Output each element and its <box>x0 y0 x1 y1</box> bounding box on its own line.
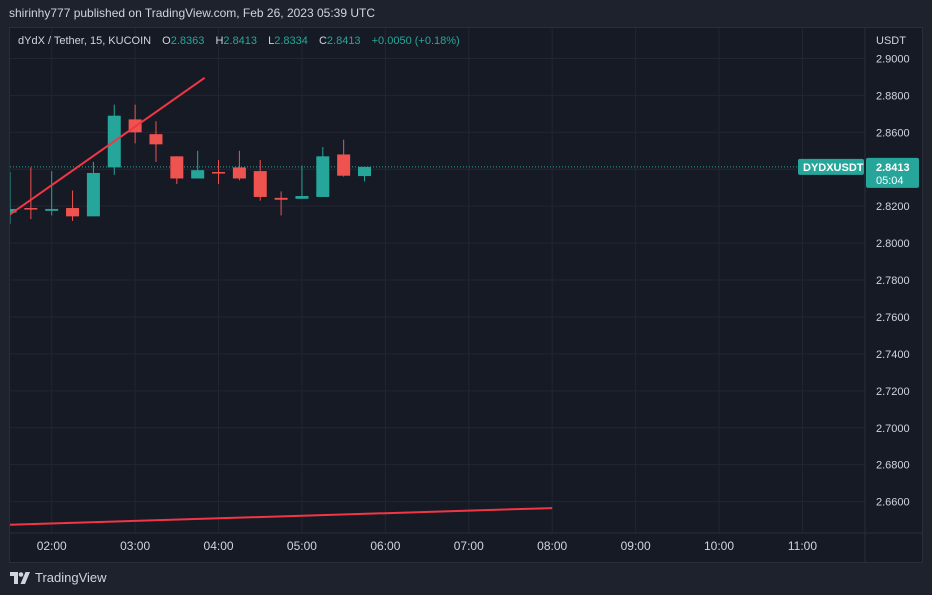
high-label: H <box>215 35 224 47</box>
candle[interactable] <box>24 167 38 220</box>
time-tick-label: 06:00 <box>370 539 400 553</box>
candle[interactable] <box>212 160 226 185</box>
candle[interactable] <box>191 150 205 179</box>
candle-body <box>45 208 59 211</box>
price-tick-label: 2.9000 <box>876 53 910 65</box>
candle-body <box>358 166 372 177</box>
publisher-line: shirinhy777 published on TradingView.com… <box>9 6 376 20</box>
tradingview-logo-icon <box>10 571 30 584</box>
candle-body <box>10 208 17 213</box>
time-tick-label: 02:00 <box>37 539 67 553</box>
candle-body <box>149 134 163 145</box>
candle[interactable] <box>149 121 163 162</box>
close-value: 2.8413 <box>326 35 361 47</box>
candle-body <box>24 208 38 210</box>
candle-body <box>86 172 100 217</box>
time-tick-label: 11:00 <box>788 539 817 553</box>
price-badge-value: 2.8413 <box>876 162 910 174</box>
candlestick-chart[interactable]: 2.6600 2.6800 2.7000 2.7200 2.7400 2.7600 2.78… <box>10 28 922 562</box>
low-label: L <box>268 35 275 47</box>
open-value: 2.8363 <box>170 35 205 47</box>
price-tick-label: 2.8000 <box>876 238 910 250</box>
candle[interactable] <box>274 191 288 216</box>
time-tick-label: 08:00 <box>537 539 567 553</box>
candle[interactable] <box>358 166 372 182</box>
price-badge-countdown: 05:04 <box>876 175 904 187</box>
trend-line[interactable] <box>10 507 553 526</box>
price-tick-label: 2.7600 <box>876 312 910 324</box>
price-tick-label: 2.8600 <box>876 127 910 139</box>
candle-body <box>274 197 288 200</box>
symbol-badge-label: DYDXUSDT <box>803 162 864 174</box>
candle[interactable] <box>295 165 309 199</box>
candle[interactable] <box>86 161 100 217</box>
candle-body <box>66 208 80 217</box>
footer-brand[interactable]: TradingView <box>10 570 107 585</box>
symbol-line[interactable]: dYdX / Tether, 15, KUCOIN <box>18 35 152 47</box>
time-tick-label: 10:00 <box>704 539 734 553</box>
trend-line[interactable] <box>10 77 206 216</box>
time-axis: 02:00 03:00 04:00 05:00 06:00 07:00 08:00 09:00… <box>37 539 818 553</box>
price-tick-label: 2.7200 <box>876 386 910 398</box>
candle[interactable] <box>253 160 267 201</box>
symbol-legend: dYdX / Tether, 15, KUCOIN O2.8363 H2.841… <box>18 35 460 47</box>
time-tick-label: 03:00 <box>120 539 150 553</box>
time-tick-label: 04:00 <box>204 539 234 553</box>
time-tick-label: 07:00 <box>454 539 484 553</box>
price-tick-label: 2.6800 <box>876 460 910 472</box>
candle[interactable] <box>107 104 121 175</box>
price-badges: DYDXUSDT 2.8413 05:04 <box>798 157 919 188</box>
candle[interactable] <box>232 150 246 181</box>
price-axis: 2.6600 2.6800 2.7000 2.7200 2.7400 2.7600 2.78… <box>876 53 910 508</box>
candle[interactable] <box>45 171 59 216</box>
price-badge <box>866 157 919 188</box>
price-tick-label: 2.7000 <box>876 423 910 435</box>
candle-body <box>170 156 184 179</box>
chart-pane[interactable]: 2.6600 2.6800 2.7000 2.7200 2.7400 2.7600 2.78… <box>9 27 923 563</box>
price-tick-label: 2.8200 <box>876 201 910 213</box>
change-value: +0.0050 (+0.18%) <box>371 35 460 47</box>
candle-body <box>316 156 330 197</box>
footer-brand-label: TradingView <box>35 570 107 585</box>
chart-grid <box>10 28 865 533</box>
candle[interactable] <box>170 156 184 185</box>
high-value: 2.8413 <box>223 35 258 47</box>
candle-body <box>337 154 351 176</box>
candle[interactable] <box>66 190 80 221</box>
price-tick-label: 2.8800 <box>876 90 910 102</box>
candle-body <box>295 196 309 199</box>
open-label: O <box>162 35 171 47</box>
price-tick-label: 2.7400 <box>876 349 910 361</box>
low-value: 2.8334 <box>274 35 308 47</box>
candle[interactable] <box>10 172 17 224</box>
symbol-badge <box>798 158 864 175</box>
candle-body <box>212 172 226 174</box>
candle-body <box>232 167 246 179</box>
price-tick-label: 2.7800 <box>876 275 910 287</box>
trendlines <box>10 77 553 526</box>
candle[interactable] <box>316 147 330 197</box>
candle[interactable] <box>337 139 351 177</box>
price-tick-label: 2.6600 <box>876 497 910 509</box>
currency-label[interactable]: USDT <box>876 35 906 47</box>
candle-body <box>253 171 267 197</box>
time-tick-label: 05:00 <box>287 539 317 553</box>
candle-body <box>191 170 205 179</box>
time-tick-label: 09:00 <box>621 539 651 553</box>
close-label: C <box>318 35 327 47</box>
